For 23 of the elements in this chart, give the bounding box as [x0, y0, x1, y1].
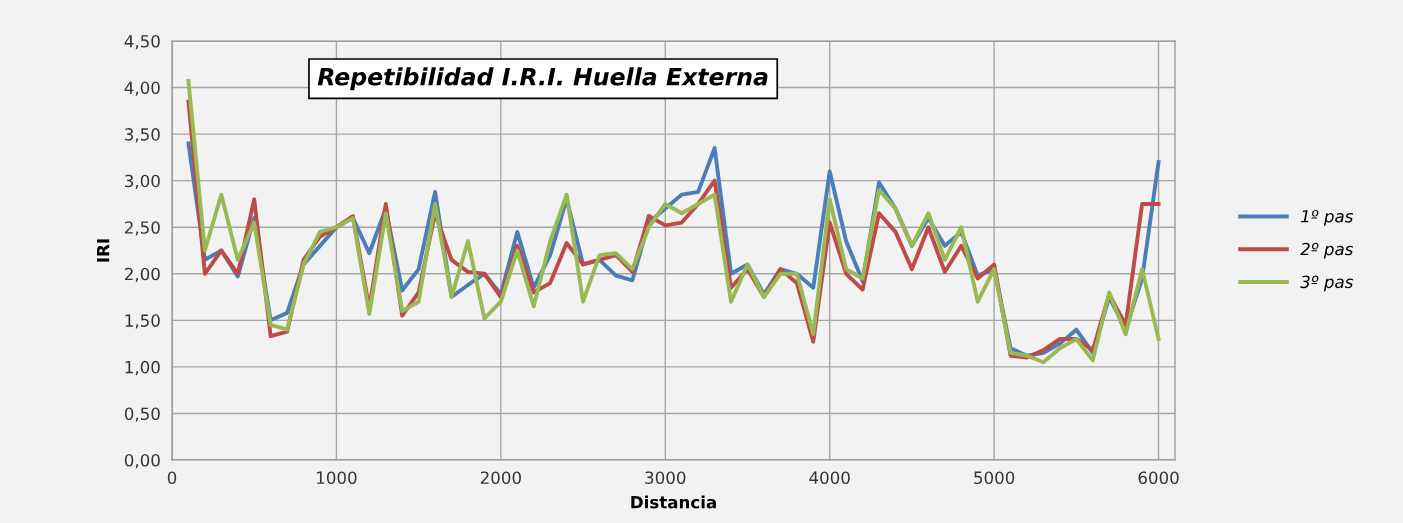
y-tick-label: 0,00: [124, 453, 160, 469]
x-tick-label: 6000: [1138, 471, 1179, 485]
y-tick-label: 4,00: [124, 81, 160, 96]
x-tick-label: 2000: [480, 471, 521, 485]
y-tick-label: 2,00: [125, 267, 160, 283]
legend-label: 2º pas: [1300, 242, 1354, 259]
x-tick-label: 5000: [974, 471, 1015, 485]
legend-label: 3º pas: [1300, 275, 1354, 292]
x-tick-label: 4000: [809, 471, 850, 485]
y-axis-title: IRI: [97, 239, 110, 262]
x-axis-title: Distancia: [631, 495, 716, 509]
x-tick-label: 0: [167, 471, 177, 485]
y-tick-label: 4,50: [124, 34, 160, 50]
y-tick-label: 3,00: [125, 174, 160, 189]
x-tick-label: 3000: [645, 471, 686, 485]
text: Repetibilidad I.R.I. Huella Externa: [317, 67, 768, 91]
y-tick-label: 3,50: [125, 128, 160, 143]
legend-label: 1º pas: [1300, 209, 1354, 226]
y-tick-label: 2,50: [125, 221, 160, 236]
y-tick-label: 1,50: [125, 314, 160, 329]
x-tick-label: 1000: [317, 471, 357, 485]
y-tick-label: 1,00: [125, 360, 160, 376]
y-tick-label: 0,50: [124, 407, 160, 422]
